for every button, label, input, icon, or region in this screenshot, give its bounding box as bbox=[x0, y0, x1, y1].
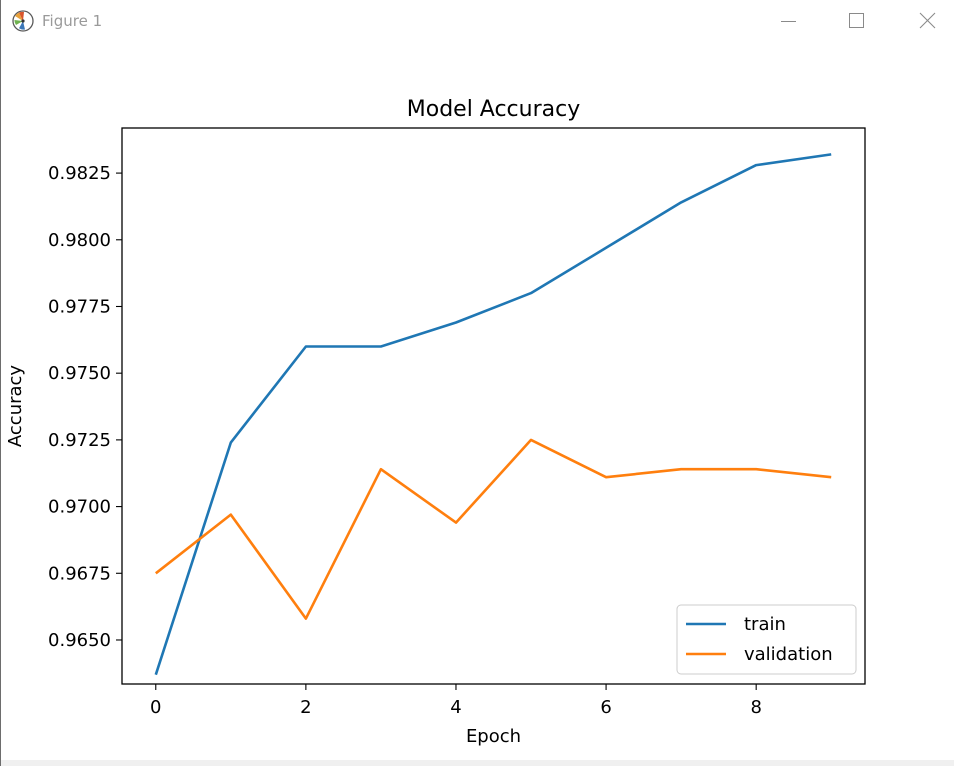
series-line-validation bbox=[154, 438, 832, 620]
maximize-icon bbox=[849, 13, 864, 28]
series-line-train bbox=[154, 153, 832, 676]
minimize-button[interactable] bbox=[765, 0, 811, 42]
y-tick-label: 0.9650 bbox=[48, 630, 111, 651]
status-strip bbox=[1, 760, 954, 766]
y-tick-label: 0.9700 bbox=[48, 497, 111, 518]
y-axis-ticks: 0.9650 0.9675 0.9700 0.9725 0.9750 0.9775 0.98… bbox=[48, 163, 122, 651]
x-tick-label: 8 bbox=[750, 697, 761, 718]
legend-box bbox=[676, 604, 857, 675]
y-tick-label: 0.9775 bbox=[48, 296, 111, 317]
x-tick-label: 0 bbox=[150, 697, 161, 718]
chart-title: Model Accuracy bbox=[407, 97, 581, 122]
x-tick-label: 4 bbox=[450, 697, 461, 718]
minimize-icon bbox=[781, 21, 796, 22]
legend-label-validation: validation bbox=[744, 644, 833, 665]
legend: train validation bbox=[676, 604, 857, 675]
window-title: Figure 1 bbox=[42, 12, 103, 30]
plot-area-frame bbox=[121, 127, 866, 685]
x-tick-label: 6 bbox=[600, 697, 611, 718]
x-axis-label: Epoch bbox=[466, 726, 521, 747]
close-button[interactable] bbox=[903, 0, 949, 42]
x-tick-label: 2 bbox=[300, 697, 311, 718]
maximize-button[interactable] bbox=[833, 0, 879, 42]
x-axis-ticks: 0 2 4 6 8 bbox=[150, 684, 762, 718]
y-tick-label: 0.9750 bbox=[48, 363, 111, 384]
y-tick-label: 0.9800 bbox=[48, 230, 111, 251]
title-bar[interactable]: Figure 1 bbox=[1, 0, 954, 42]
y-tick-label: 0.9725 bbox=[48, 430, 111, 451]
plot-lines bbox=[154, 153, 832, 676]
y-tick-label: 0.9825 bbox=[48, 163, 111, 184]
y-tick-label: 0.9675 bbox=[48, 563, 111, 584]
close-icon bbox=[919, 12, 936, 29]
matplotlib-logo-icon bbox=[12, 10, 34, 32]
y-axis-label: Accuracy bbox=[5, 365, 26, 448]
legend-label-train: train bbox=[744, 614, 786, 635]
